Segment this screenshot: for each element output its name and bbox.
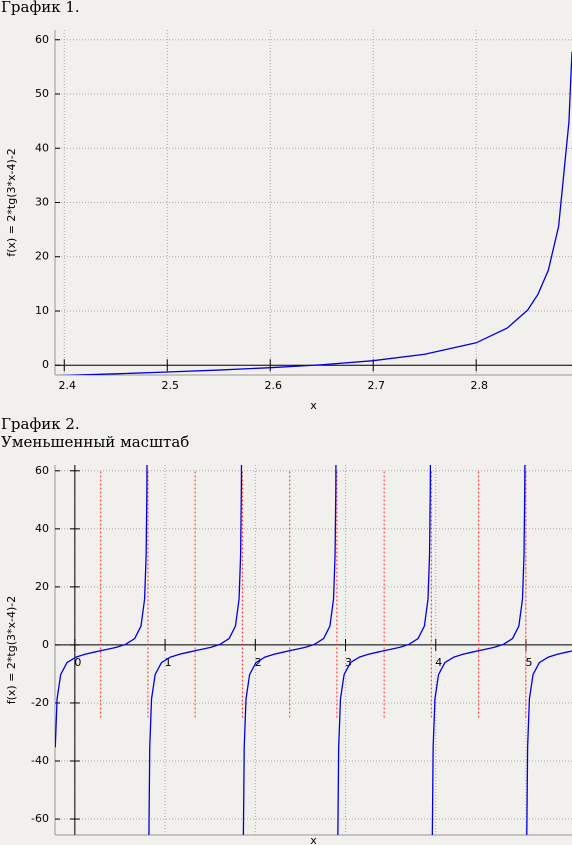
data-line [55, 465, 572, 835]
y-tick-label: 30 [35, 196, 49, 209]
y-axis-label: f(x) = 2*tg(3*x-4)-2 [5, 148, 18, 257]
y-tick-label: -60 [31, 812, 49, 825]
x-tick-label: 5 [525, 656, 532, 669]
x-tick-label: 2.4 [59, 379, 77, 392]
x-tick-label: 2.5 [162, 379, 180, 392]
x-axis-label: x [310, 834, 317, 845]
x-tick-label: 0 [74, 656, 81, 669]
chart-title: График 1. [1, 0, 80, 16]
data-line [57, 51, 572, 375]
y-tick-label: 10 [35, 304, 49, 317]
x-tick-label: 1 [165, 656, 172, 669]
x-axis-label: x [310, 399, 317, 412]
y-tick-label: 0 [42, 638, 49, 651]
x-tick-label: 2.8 [470, 379, 488, 392]
y-tick-label: 40 [35, 522, 49, 535]
y-tick-label: 60 [35, 33, 49, 46]
x-tick-label: 2 [255, 656, 262, 669]
x-tick-label: 4 [435, 656, 442, 669]
y-tick-label: 0 [42, 358, 49, 371]
x-tick-label: 2.7 [367, 379, 385, 392]
x-tick-label: 3 [345, 656, 352, 669]
y-tick-label: -40 [31, 754, 49, 767]
y-tick-label: 20 [35, 250, 49, 263]
y-tick-label: 20 [35, 580, 49, 593]
chart-subtitle: Уменьшенный масштаб [1, 433, 189, 451]
x-tick-label: 2.6 [264, 379, 282, 392]
y-tick-label: 60 [35, 464, 49, 477]
y-tick-label: 50 [35, 87, 49, 100]
chart-title: График 2. [1, 415, 80, 433]
y-tick-label: 40 [35, 141, 49, 154]
y-axis-label: f(x) = 2*tg(3*x-4)-2 [5, 596, 18, 705]
y-tick-label: -20 [31, 696, 49, 709]
